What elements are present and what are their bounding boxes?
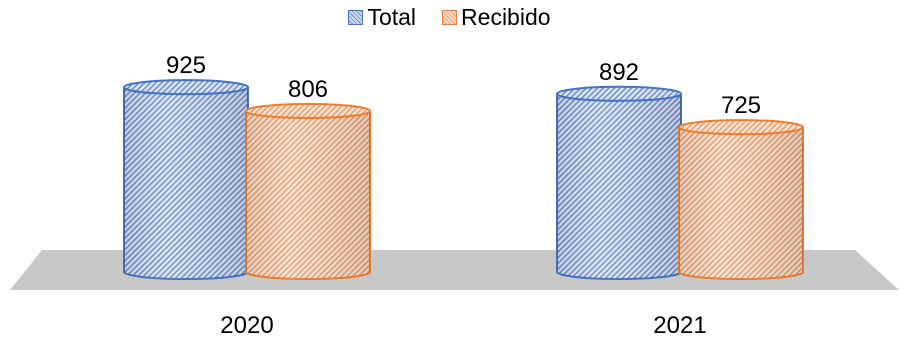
bar-total-2021 <box>556 85 682 280</box>
cylinder-shading <box>124 87 248 279</box>
legend-item-recibido: Recibido <box>442 4 551 31</box>
legend-swatch-recibido <box>442 10 458 25</box>
legend-swatch-total <box>348 10 364 25</box>
cylinder-top <box>556 85 682 102</box>
bar-recibido-2020 <box>245 102 371 280</box>
legend-label-recibido: Recibido <box>461 4 551 30</box>
data-label-recibido-2021: 725 <box>721 92 761 119</box>
legend-item-total: Total <box>348 4 416 31</box>
cylinder-top <box>245 102 371 119</box>
data-label-total-2021: 892 <box>599 59 639 86</box>
bar-total-2020 <box>123 79 249 280</box>
category-label-2021: 2021 <box>653 312 706 339</box>
cylinder-top <box>123 79 249 96</box>
legend-label-total: Total <box>367 4 417 30</box>
data-label-recibido-2020: 806 <box>288 76 328 103</box>
data-label-total-2020: 925 <box>166 52 206 79</box>
cylinder-shading <box>557 93 681 279</box>
category-label-2020: 2020 <box>220 312 273 339</box>
chart-legend: Total Recibido <box>0 4 899 31</box>
cylinder-top <box>678 119 804 136</box>
bar-recibido-2021 <box>678 119 804 280</box>
cylinder-shading <box>246 110 370 279</box>
cylinder-shading <box>679 127 803 280</box>
